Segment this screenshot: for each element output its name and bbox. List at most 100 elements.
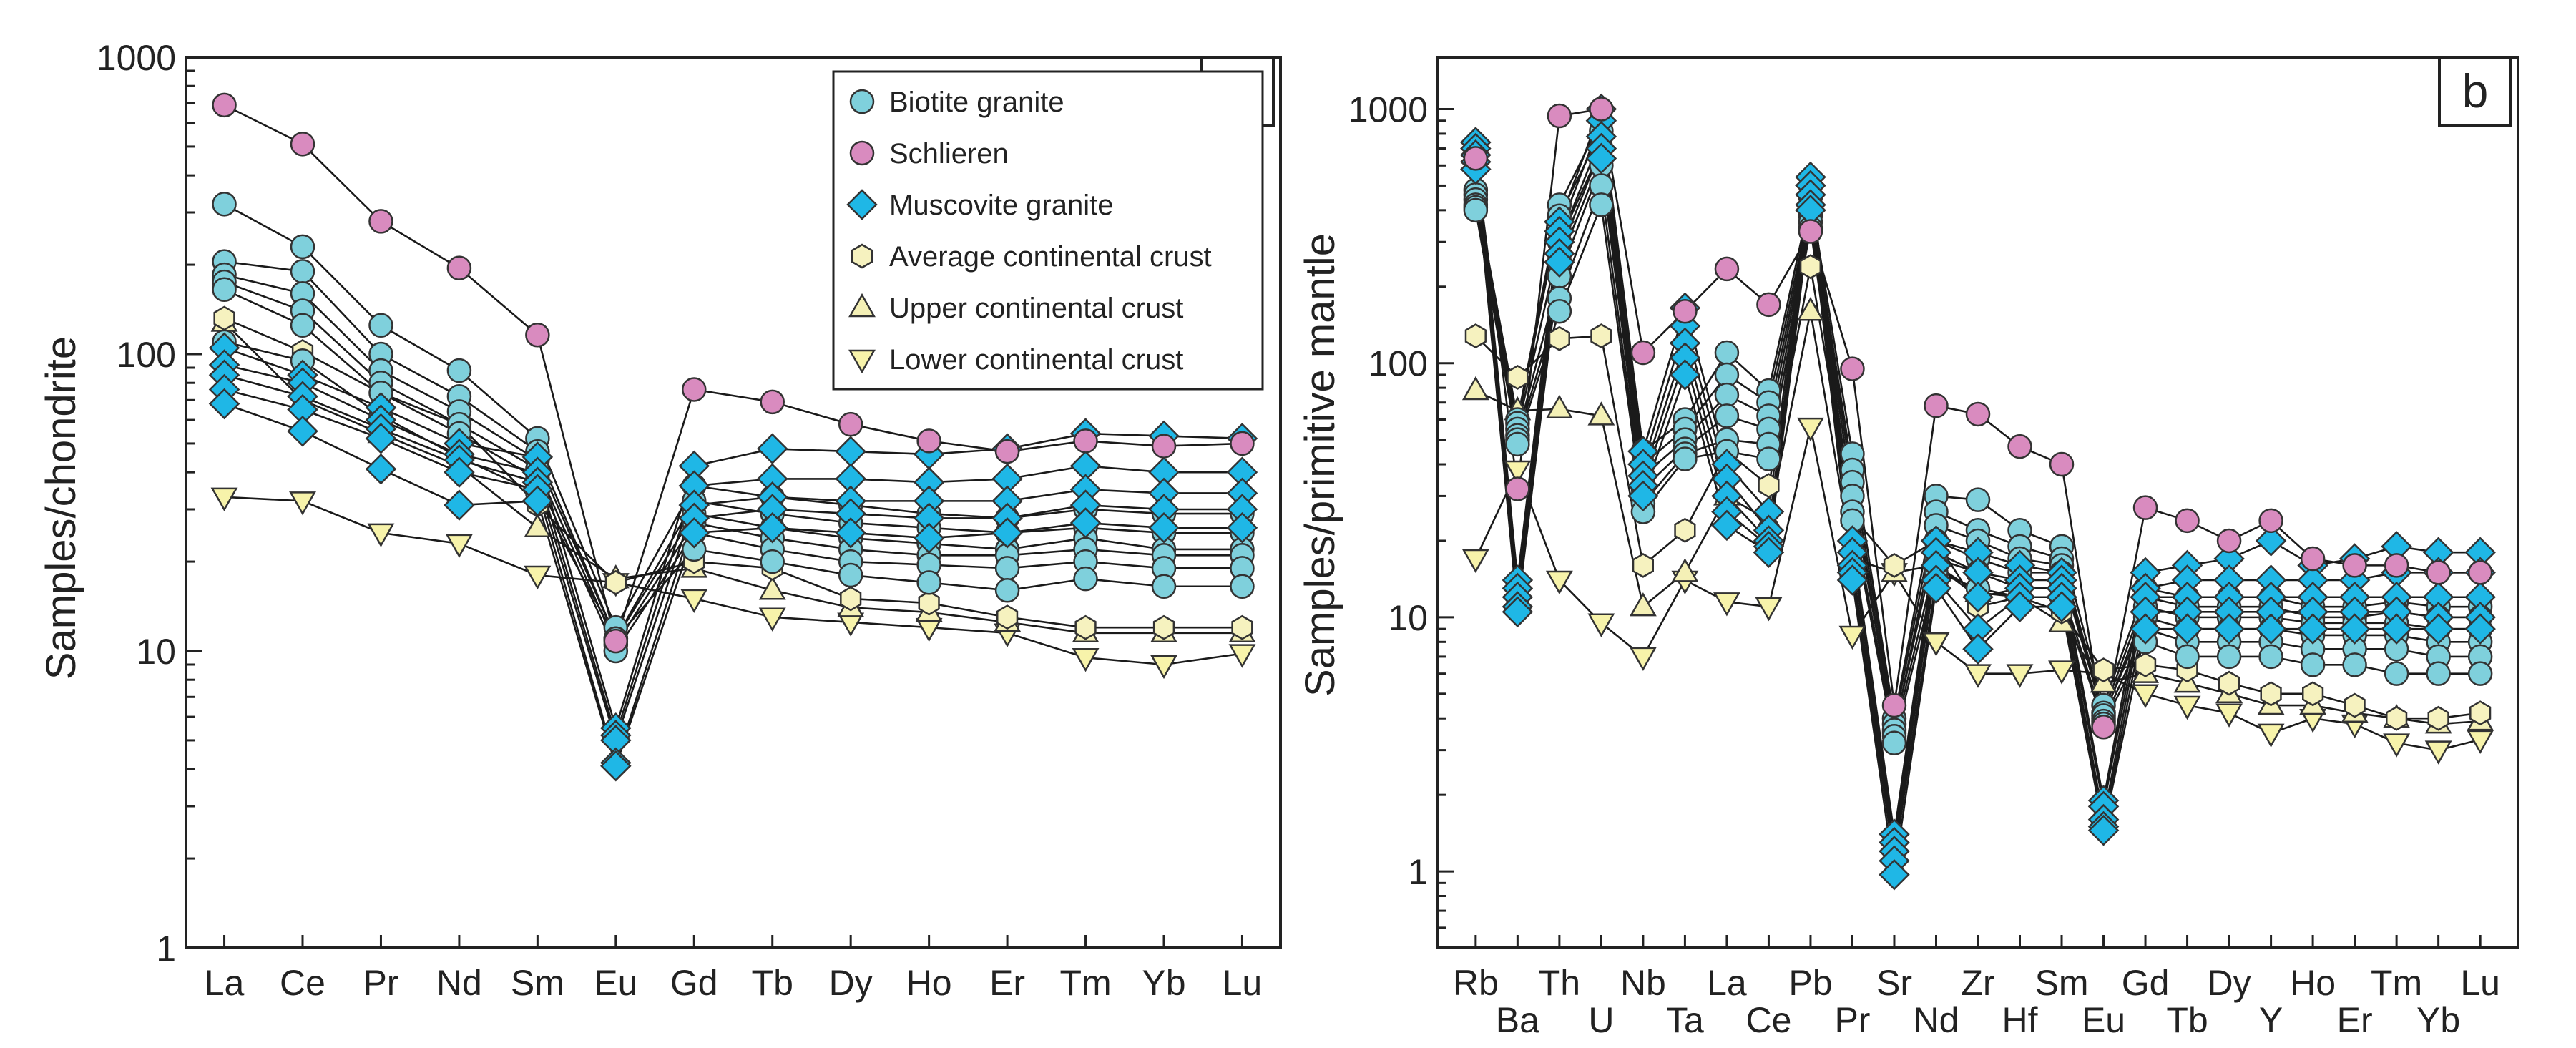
data-point: [1150, 655, 1177, 680]
data-point: [2342, 652, 2367, 677]
legend-label-muscovite: Muscovite granite: [889, 190, 1113, 221]
x-tick-label: Sr: [1876, 963, 1912, 1003]
x-tick-label: La: [205, 963, 245, 1003]
y-tick-label: 10: [136, 632, 176, 672]
data-point: [1589, 97, 1614, 122]
x-tick-label: Gd: [670, 963, 718, 1003]
data-point: [1072, 647, 1100, 672]
data-point: [1069, 507, 1102, 539]
y-tick-label: 100: [1368, 344, 1428, 384]
data-point: [682, 377, 707, 402]
data-point: [290, 132, 315, 157]
data-point: [2384, 661, 2409, 686]
series-line: [1474, 155, 2481, 875]
data-point: [994, 578, 1020, 603]
series-line: [223, 104, 1243, 645]
data-point: [2422, 613, 2454, 645]
x-tick-label: Er: [989, 963, 1025, 1003]
data-point: [758, 607, 786, 632]
data-point: [838, 411, 863, 437]
data-point: [916, 570, 941, 595]
data-point: [2134, 652, 2157, 677]
data-point: [835, 517, 866, 549]
panel-a-y-tick-labels: 1 10 100 1000: [97, 38, 176, 969]
data-point: [1965, 487, 1991, 512]
data-point: [290, 234, 315, 260]
data-point: [289, 491, 316, 516]
data-point: [1883, 552, 1906, 578]
data-point: [1548, 325, 1570, 351]
data-point: [1547, 103, 1572, 129]
x-tick-label: Ta: [1666, 1000, 1704, 1040]
data-point: [1673, 446, 1698, 471]
data-point: [1798, 219, 1823, 244]
data-point: [368, 313, 393, 338]
data-point: [2300, 546, 2326, 572]
series-line: [1474, 120, 2481, 843]
legend-marker-avg_crust: [851, 243, 873, 269]
data-point: [1463, 197, 1489, 223]
data-point: [2301, 681, 2324, 707]
data-point: [290, 313, 315, 338]
x-tick-label: Eu: [594, 963, 637, 1003]
data-point: [1544, 246, 1575, 278]
data-point: [840, 586, 862, 612]
data-point: [2260, 681, 2282, 707]
data-point: [2426, 560, 2451, 585]
x-tick-label: Ho: [906, 963, 952, 1003]
data-point: [1756, 292, 1781, 318]
data-point: [1505, 476, 1530, 501]
data-point: [2049, 451, 2075, 477]
data-point: [2297, 613, 2328, 645]
data-point: [1797, 297, 1824, 321]
panel-b-label-box: b: [2438, 56, 2512, 127]
data-point: [1881, 730, 1907, 755]
data-point: [604, 569, 627, 595]
legend-label-lower_crust: Lower continental crust: [889, 344, 1183, 376]
data-point: [756, 512, 788, 544]
series-line: [224, 260, 1243, 641]
data-point: [2046, 591, 2077, 622]
data-point: [1585, 142, 1617, 175]
data-point: [2427, 705, 2449, 731]
data-point: [2469, 700, 2492, 726]
data-point: [2383, 733, 2411, 758]
data-point: [2092, 657, 2115, 683]
legend-label-upper_crust: Upper continental crust: [889, 293, 1183, 324]
data-point: [1151, 574, 1177, 599]
data-point: [1231, 614, 1253, 640]
data-point: [1152, 614, 1175, 640]
data-point: [915, 617, 943, 642]
data-point: [996, 604, 1019, 630]
series-line: [224, 341, 1243, 641]
data-point: [1545, 394, 1573, 419]
data-point: [2215, 703, 2243, 728]
data-point: [2342, 553, 2367, 578]
data-point: [2004, 591, 2036, 622]
data-point: [2339, 613, 2371, 645]
data-point: [1711, 509, 1743, 542]
x-tick-label: Eu: [2082, 1000, 2125, 1040]
data-point: [1148, 512, 1180, 544]
y-tick-label: 1000: [97, 38, 176, 78]
data-point: [1502, 596, 1534, 628]
data-point: [1879, 859, 1910, 891]
data-point: [1920, 572, 1952, 604]
data-point: [1922, 632, 1950, 657]
data-point: [2175, 644, 2200, 670]
data-point: [1753, 537, 1785, 568]
x-tick-label: Yb: [2416, 1000, 2460, 1040]
data-point: [913, 522, 945, 554]
x-tick-label: Rb: [1453, 963, 1499, 1003]
data-point: [1797, 417, 1824, 442]
legend-marker-muscovite: [846, 189, 878, 220]
data-point: [1755, 597, 1783, 622]
data-point: [1714, 256, 1740, 282]
data-point: [2218, 670, 2240, 696]
data-point: [1632, 552, 1655, 578]
data-point: [1714, 382, 1740, 408]
series-line: [224, 346, 1243, 732]
legend-marker-lower_crust: [848, 349, 876, 374]
data-point: [1758, 473, 1780, 499]
data-point: [365, 453, 397, 485]
